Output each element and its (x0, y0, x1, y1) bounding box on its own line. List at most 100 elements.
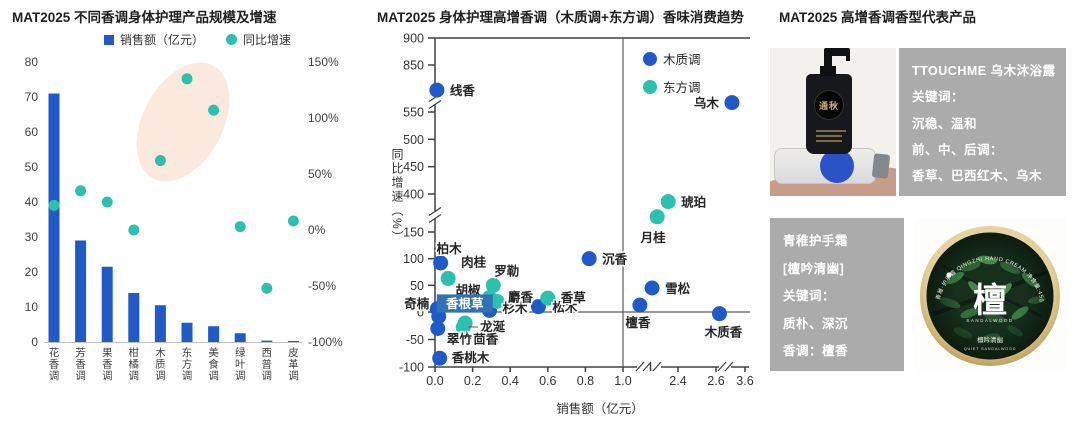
x-axis-break-icon (724, 361, 734, 372)
middle-chart-title: MAT2025 身体护理高增香调（木质调+东方调）香味消费趋势 (377, 10, 744, 25)
scatter-x-axis-title: 销售额（亿元） (556, 402, 644, 416)
x-axis-break-icon (635, 361, 645, 372)
product-text-line: 前、中、后调： (912, 142, 1004, 157)
category-label: 美食调 (208, 346, 219, 382)
scatter-point-label: 沉香 (602, 252, 628, 267)
scatter-point (644, 280, 660, 296)
bottle-text-line (816, 130, 846, 132)
scatter-point (530, 299, 546, 315)
growth-dot (128, 224, 140, 236)
product-text-line: 关键词： (783, 289, 836, 303)
scatter-point (489, 293, 505, 309)
y-axis-break-icon (428, 213, 442, 224)
y-axis-break-icon (428, 99, 442, 110)
growth-dot (181, 73, 193, 85)
scatter-y-axis-title: 同比增速（%） (390, 148, 404, 245)
y-axis-tick-label: 50 (410, 279, 424, 293)
scatter-point-label: 香草 (560, 290, 587, 305)
x-axis-tick-label: 0.6 (539, 374, 556, 388)
scatter-point (482, 302, 498, 318)
clear-bottle-cap (871, 153, 891, 179)
category-label: 木质调 (155, 347, 166, 382)
scatter-point-label: 琥珀 (681, 195, 706, 210)
sales-bar (154, 305, 166, 342)
scatter-point-label: 木质香 (704, 325, 743, 340)
right-panel-title: MAT2025 高增香调香型代表产品 (779, 10, 977, 25)
legend-item-woody: 木质调 (643, 49, 701, 68)
scatter-point (440, 270, 456, 286)
tin-illustration: 青稚·护手霜 QINGZHI HAND CREAM 净含量:45g 檀 SAND… (920, 226, 1060, 366)
y-axis-tick-label: 0 (417, 306, 424, 320)
category-label: 东方调 (182, 346, 193, 382)
label-leader-line (465, 331, 472, 340)
tin-center-character: 檀 (973, 281, 1007, 321)
right-axis-tick-label: 100% (308, 111, 339, 125)
left-axis-tick-label: 20 (25, 265, 39, 279)
product-text-line: 关键词： (912, 90, 965, 105)
left-axis-tick-label: 70 (25, 90, 39, 104)
scatter-legend: 木质调 东方调 (643, 49, 701, 96)
left-axis-tick-label: 60 (25, 125, 39, 139)
x-axis-tick-label: 0.4 (502, 374, 519, 388)
scatter-point-label: 胡椒 (456, 283, 482, 298)
growth-dot (234, 221, 246, 233)
bath-product-text-box: TTOUCHME 乌木沐浴露 关键词： 沉稳、温和 前、中、后调： 香草、巴西红… (899, 48, 1066, 196)
scatter-point (649, 209, 665, 225)
growth-dot (48, 199, 60, 211)
scatter-point-label: 茴香 (473, 331, 499, 346)
scatter-point-label: 乌木 (694, 96, 720, 111)
product-text-line: 香调：檀香 (783, 344, 849, 358)
scatter-point (433, 255, 449, 271)
left-chart-title: MAT2025 不同香调身体护理产品规模及增速 (12, 10, 277, 25)
scatter-point (482, 290, 498, 306)
legend-item-oriental: 东方调 (643, 77, 701, 96)
pump-collar (820, 66, 836, 76)
x-axis-tick-label: 0.0 (426, 374, 443, 388)
scatter-point-label: 香桃木 (451, 350, 490, 365)
x-axis-tick-label: 2.4 (669, 374, 686, 388)
right-axis-tick-label: -50% (308, 279, 336, 293)
product-text-line: 质朴、深沉 (783, 316, 849, 331)
x-axis-break-icon (642, 361, 652, 372)
scatter-point (724, 95, 740, 111)
tin-shading (926, 232, 1054, 360)
scatter-point (429, 82, 445, 98)
tin-seal-icon (946, 272, 952, 278)
product-text-line: 沉稳、温和 (912, 116, 978, 131)
oriental-legend-label: 东方调 (663, 81, 701, 95)
sales-bar (48, 93, 60, 342)
legend-item-growth: 同比增速 (226, 31, 291, 48)
right-axis-tick-label: 50% (308, 167, 332, 181)
sales-bar (101, 266, 113, 342)
left-axis-tick-label: 50 (25, 160, 39, 174)
scatter-point (457, 315, 473, 331)
highlighted-label-box (436, 294, 493, 313)
growth-swatch-icon (226, 34, 238, 45)
pump-head (824, 48, 850, 56)
category-label: 芳香调 (75, 346, 86, 382)
scatter-point-label: 柏木 (437, 241, 463, 256)
x-axis-tick-label: 0.2 (464, 374, 481, 388)
left-axis-tick-label: 80 (25, 55, 39, 69)
scatter-point-label: 龙涎 (479, 319, 506, 334)
scatter-point-label: 杉木 (503, 300, 529, 315)
product-text-line: [檀吟清幽] (783, 261, 845, 276)
y-axis-tick-label: 450 (403, 160, 424, 174)
y-axis-tick-label: -100 (399, 361, 424, 375)
sales-bar (181, 322, 193, 342)
sales-bar (261, 340, 273, 342)
hand-cream-photo: 青稚·护手霜 QINGZHI HAND CREAM 净含量:45g 檀 SAND… (915, 218, 1066, 371)
product-text-line: 香草、巴西红木、乌木 (912, 169, 1043, 183)
growth-dot (101, 196, 113, 208)
y-axis-tick-label: 900 (403, 32, 424, 46)
y-axis-tick-label: 100 (403, 252, 424, 266)
sales-legend-label: 销售额（亿元） (120, 33, 205, 47)
scatter-point (430, 321, 446, 336)
bottle-text-line (816, 135, 842, 137)
right-axis-tick-label: 0% (308, 223, 326, 237)
scatter-point-label: 线香 (450, 83, 476, 98)
growth-dot (261, 282, 273, 294)
sales-bar (75, 240, 87, 342)
y-axis-tick-label: 400 (403, 188, 424, 202)
tin-sub-text: SANDALWOOD (966, 318, 1013, 323)
